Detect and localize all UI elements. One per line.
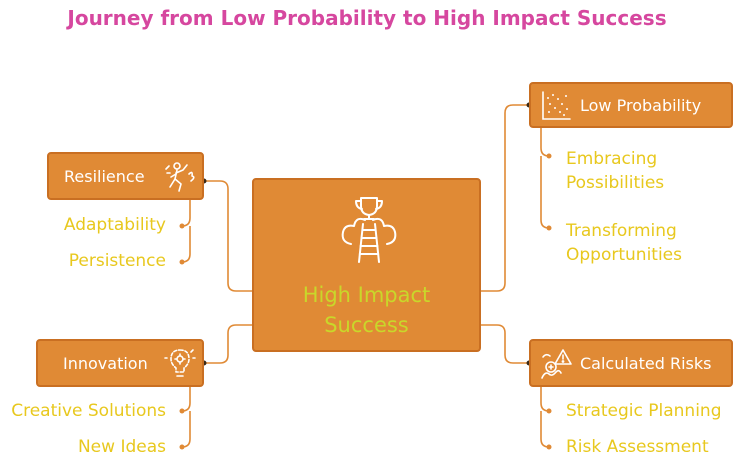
- center-node[interactable]: High Impact Success: [252, 178, 481, 352]
- lightbulb-gear-icon: [164, 349, 196, 377]
- leaf-strategic-planning: Strategic Planning: [566, 401, 722, 421]
- branch-calculated-risks-label: Calculated Risks: [580, 353, 712, 373]
- center-label-line2: Success: [324, 313, 409, 337]
- branch-low-probability-label: Low Probability: [580, 95, 702, 115]
- branch-calculated-risks[interactable]: Calculated Risks: [529, 339, 733, 387]
- leaf-risk-assessment: Risk Assessment: [566, 437, 709, 457]
- leaf-new-ideas: New Ideas: [77, 437, 166, 457]
- leaf-creative-solutions: Creative Solutions: [11, 401, 166, 421]
- connector-persistence: [181, 226, 191, 263]
- connector-transforming: [540, 156, 550, 229]
- branch-low-probability[interactable]: Low Probability: [529, 82, 733, 128]
- branch-innovation-label: Innovation: [63, 353, 148, 373]
- connector-low-probability: [481, 104, 529, 292]
- connector-resilience: [204, 180, 252, 292]
- branch-resilience[interactable]: Resilience: [47, 152, 204, 200]
- risk-warning-icon: [541, 349, 572, 379]
- connector-creative-solutions: [181, 385, 191, 412]
- connector-calculated-risks: [481, 324, 529, 364]
- climbing-person-icon: [165, 162, 195, 192]
- connector-embracing: [540, 128, 550, 157]
- trophy-ladder-icon: [341, 197, 397, 263]
- connector-strategic-planning: [540, 386, 550, 412]
- leaf-adaptability: Adaptability: [63, 215, 166, 235]
- connector-adaptability: [181, 199, 191, 227]
- connector-new-ideas: [181, 411, 191, 448]
- leaf-embracing-possibilities: Embracing Possibilities: [566, 149, 665, 193]
- branch-resilience-label: Resilience: [64, 166, 145, 186]
- connector-risk-assessment: [540, 411, 550, 448]
- branch-innovation[interactable]: Innovation: [36, 339, 204, 387]
- scatter-plot-icon: [542, 91, 571, 120]
- connector-innovation: [204, 324, 252, 364]
- center-label-line1: High Impact: [302, 283, 431, 307]
- leaf-transforming-opportunities: Transforming Opportunities: [566, 221, 682, 265]
- leaf-persistence: Persistence: [68, 251, 166, 271]
- diagram-title: Journey from Low Probability to High Imp…: [67, 6, 667, 30]
